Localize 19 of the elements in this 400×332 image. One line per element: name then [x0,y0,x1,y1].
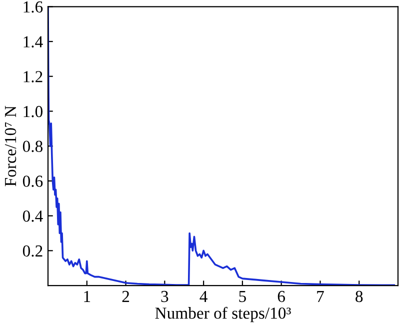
x-tick-label: 6 [278,290,286,302]
x-tick-label: 5 [239,291,246,302]
y-tick-label: 0.8 [22,140,43,152]
x-tick-label: 7 [317,291,324,302]
y-tick-label: 0.2 [22,245,42,257]
y-tick-label: 1.6 [24,1,43,13]
y-tick-label: 1.0 [24,106,43,118]
x-axis-title: Number of steps/10³ [155,306,291,322]
x-tick-label: 1 [84,290,90,302]
y-tick-label: 1.2 [24,71,42,82]
x-tick-label: 2 [122,290,130,302]
y-tick-label: 1.4 [24,36,43,48]
x-tick-label: 8 [356,290,363,302]
y-tick-label: 0.4 [22,210,43,222]
y-axis-title: Force/10⁷ N [4,106,16,186]
x-tick-label: 3 [161,290,168,302]
x-tick-label: 4 [200,290,208,302]
line-series [48,6,396,286]
y-tick-label: 0.6 [22,176,43,187]
